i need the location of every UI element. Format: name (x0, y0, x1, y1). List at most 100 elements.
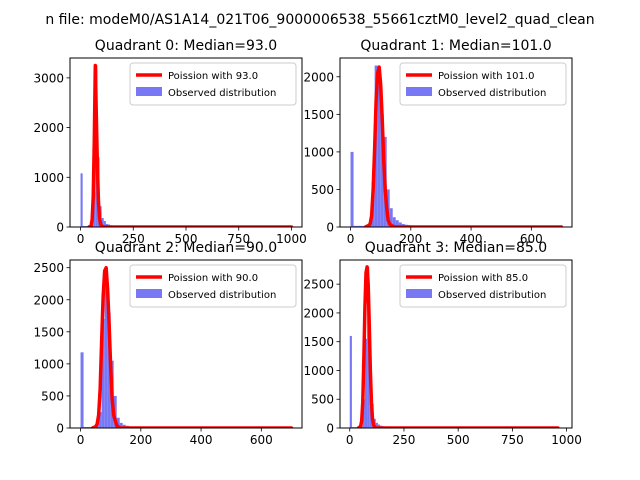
observed-bar (101, 218, 104, 227)
plot-content (349, 265, 560, 428)
legend-observed-swatch (406, 289, 432, 298)
figure-suptitle: n file: modeM0/AS1A14_021T06_9000006538_… (45, 12, 594, 28)
observed-bar (377, 84, 381, 227)
y-tick-label: 2000 (33, 293, 64, 307)
observed-bar (356, 225, 360, 227)
observed-bar (398, 222, 402, 227)
axes-frame (339, 57, 573, 228)
observed-bar (375, 422, 378, 428)
x-tick-label: 0 (77, 232, 85, 246)
plot-content (350, 65, 564, 227)
legend: Poission with 93.0 Observed distribution (129, 62, 297, 106)
legend-poisson-label: Poission with 90.0 (168, 273, 258, 284)
y-tick-label: 0 (56, 221, 64, 235)
x-tick-label: 600 (250, 433, 273, 447)
legend: Poission with 90.0 Observed distribution (129, 264, 297, 308)
observed-bar (389, 208, 393, 227)
observed-bar (350, 151, 354, 227)
y-tick-label: 1000 (33, 171, 64, 185)
legend-poisson-label: Poission with 93.0 (168, 71, 258, 82)
x-tick-label: 250 (122, 232, 145, 246)
legend-box (399, 264, 567, 308)
x-tick-label: 500 (175, 232, 198, 246)
observed-bar (80, 352, 84, 428)
x-tick-label: 250 (393, 433, 416, 447)
y-tick-label: 1000 (303, 364, 334, 378)
subplot-title: Quadrant 2: Median=90.0 (95, 240, 277, 256)
y-tick-label: 1500 (33, 325, 64, 339)
axes-frame (69, 259, 303, 429)
y-tick-label: 3000 (33, 71, 64, 85)
y-tick-label: 500 (311, 183, 334, 197)
x-tick-label: 1000 (551, 433, 582, 447)
observed-bar (349, 335, 352, 428)
subplot-title: Quadrant 0: Median=93.0 (95, 38, 277, 54)
x-tick-label: 0 (77, 433, 85, 447)
subplot-title: Quadrant 1: Median=101.0 (360, 38, 551, 54)
poisson-line (90, 265, 294, 428)
x-tick-label: 400 (460, 232, 483, 246)
subplot-title: Quadrant 3: Median=85.0 (365, 240, 547, 256)
y-tick-label: 2000 (33, 121, 64, 135)
x-tick-label: 500 (447, 433, 470, 447)
y-tick-label: 2000 (303, 70, 334, 84)
y-tick-label: 500 (311, 393, 334, 407)
observed-bar (104, 267, 108, 428)
x-tick-label: 1000 (276, 232, 307, 246)
y-tick-label: 2500 (303, 278, 334, 292)
y-tick-label: 2500 (33, 261, 64, 275)
legend-observed-swatch (136, 289, 162, 298)
subplot-quadrant-2: 0 200 400 600 0 500 1000 1500 2000 2500 Quadrant 2… (33, 240, 303, 447)
y-tick-label: 2000 (303, 306, 334, 320)
observed-bar (353, 225, 357, 227)
observed-bar (119, 422, 123, 428)
observed-bar (364, 338, 368, 428)
subplot-quadrant-0: 0 250 500 750 1000 0 1000 2000 3000 Quadrant 0: M… (33, 38, 306, 246)
axes-frame (339, 259, 573, 429)
poisson-line (356, 265, 560, 428)
poisson-line (363, 65, 564, 227)
legend-observed-label: Observed distribution (438, 290, 546, 301)
observed-bar (359, 225, 363, 227)
y-tick-label: 1000 (303, 145, 334, 159)
x-tick-label: 200 (399, 232, 422, 246)
legend-observed-swatch (136, 87, 162, 96)
legend-observed-swatch (406, 87, 432, 96)
observed-bar (98, 411, 102, 428)
y-tick-label: 1500 (303, 108, 334, 122)
y-tick-label: 1000 (33, 357, 64, 371)
x-tick-label: 750 (227, 232, 250, 246)
subplot-quadrant-1: 0 200 400 600 0 500 1000 1500 2000 Quadrant 1: Me… (303, 38, 573, 246)
x-tick-label: 200 (129, 433, 152, 447)
legend-box (129, 62, 297, 106)
legend-box (399, 62, 567, 106)
observed-bar (392, 217, 396, 227)
x-tick-label: 0 (347, 232, 355, 246)
y-tick-label: 0 (326, 221, 334, 235)
legend: Poission with 85.0 Observed distribution (399, 264, 567, 308)
observed-bar (113, 395, 117, 428)
x-tick-label: 0 (346, 433, 354, 447)
observed-bar (380, 114, 384, 227)
legend-poisson-label: Poission with 101.0 (438, 71, 534, 82)
legend-box (129, 264, 297, 308)
y-tick-label: 1500 (303, 335, 334, 349)
x-tick-label: 600 (520, 232, 543, 246)
plot-content (80, 265, 294, 428)
x-tick-label: 400 (190, 433, 213, 447)
y-tick-label: 0 (326, 422, 334, 436)
legend-observed-label: Observed distribution (168, 290, 276, 301)
legend-observed-label: Observed distribution (168, 88, 276, 99)
observed-bar (395, 220, 399, 227)
legend-observed-label: Observed distribution (438, 88, 546, 99)
observed-bar (101, 318, 105, 428)
observed-bar (103, 221, 106, 227)
subplot-quadrant-3: 0 250 500 750 1000 0 500 1000 1500 2000 2500 Quadra… (303, 240, 581, 447)
y-tick-label: 500 (41, 389, 64, 403)
legend-poisson-label: Poission with 85.0 (438, 273, 528, 284)
legend: Poission with 101.0 Observed distribution (399, 62, 567, 106)
observed-bar (116, 417, 120, 428)
y-tick-label: 0 (56, 422, 64, 436)
x-tick-label: 750 (501, 433, 524, 447)
